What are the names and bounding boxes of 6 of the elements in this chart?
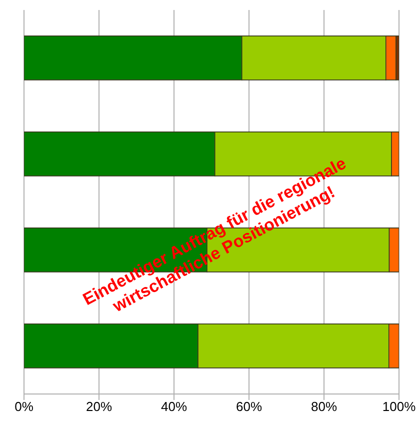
- x-tick-label: 100%: [382, 399, 416, 414]
- x-tick-label: 80%: [310, 399, 338, 414]
- x-tick-label: 60%: [236, 399, 262, 414]
- x-tick-label: 20%: [86, 399, 112, 414]
- x-tick-label: 0%: [14, 399, 34, 414]
- x-tick-label: 40%: [160, 399, 188, 414]
